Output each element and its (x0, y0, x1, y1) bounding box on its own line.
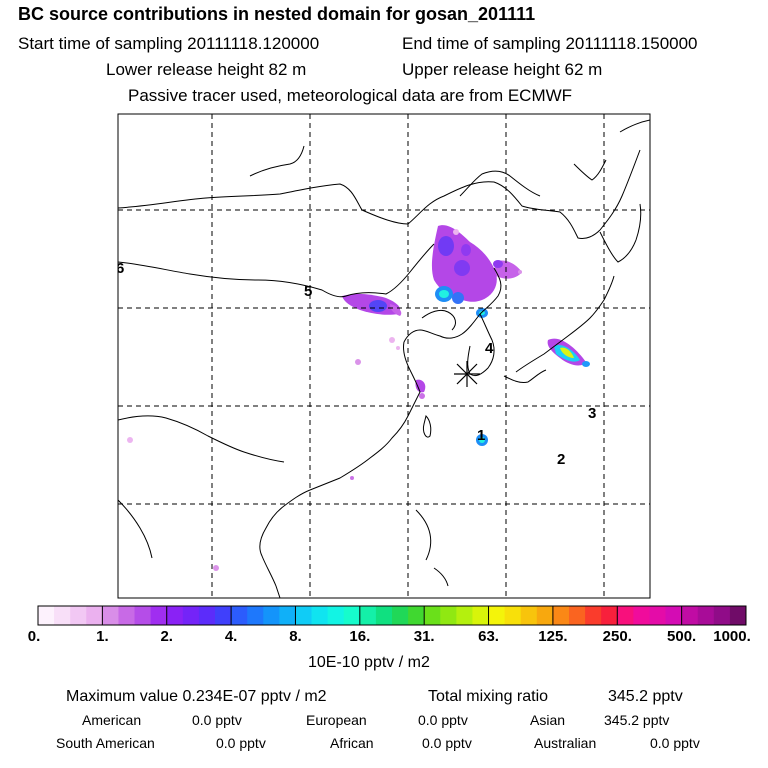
start-time: Start time of sampling 20111118.120000 (18, 34, 320, 53)
receptor-star-icon (454, 361, 480, 387)
colorbar-swatch (472, 606, 490, 625)
colorbar-swatch (263, 606, 280, 625)
african-value: 0.0 pptv (422, 735, 472, 751)
max-value: Maximum value 0.234E-07 pptv / m2 (66, 688, 327, 705)
tracer-note: Passive tracer used, meteorological data… (128, 86, 573, 105)
colorbar-swatch (424, 606, 441, 625)
colorbar-swatch (504, 606, 522, 625)
region-labels: 1 2 3 4 5 6 (116, 260, 596, 468)
colorbar-swatch (102, 606, 119, 625)
region-label-2: 2 (557, 451, 565, 468)
colorbar-swatch (247, 606, 264, 625)
colorbar-tick-label: 2. (160, 628, 173, 645)
colorbar-tick-label: 31. (413, 628, 435, 645)
colorbar-swatch (311, 606, 329, 625)
region-label-1: 1 (477, 427, 485, 444)
colorbar-swatch (134, 606, 152, 625)
colorbar-tick-label: 16. (349, 628, 371, 645)
lower-release-height: Lower release height 82 m (106, 60, 307, 79)
american-value: 0.0 pptv (192, 712, 242, 728)
colorbar-swatch (633, 606, 650, 625)
south-american-label: South American (56, 735, 155, 751)
asian-label: Asian (530, 712, 566, 728)
colorbar-swatch (215, 606, 232, 625)
african-label: African (330, 735, 374, 751)
colorbar-swatch (536, 606, 554, 625)
colorbar-swatch (488, 606, 506, 625)
colorbar-swatch (713, 606, 731, 625)
colorbar-swatch (166, 606, 184, 625)
australian-value: 0.0 pptv (650, 735, 700, 751)
colorbar-swatch (375, 606, 393, 625)
colorbar-swatch (456, 606, 473, 625)
latlon-grid (118, 114, 650, 598)
colorbar-swatch (327, 606, 345, 625)
colorbar-swatch (198, 606, 216, 625)
south-american-value: 0.0 pptv (216, 735, 266, 751)
colorbar-tick-label: 1000. (713, 628, 751, 645)
colorbar-swatch (295, 606, 313, 625)
region-label-3: 3 (588, 405, 596, 422)
map-frame (117, 113, 651, 599)
region-label-6: 6 (116, 260, 124, 277)
map-area: 1 2 3 4 5 6 (116, 114, 650, 598)
colorbar-tick-label: 500. (667, 628, 697, 645)
concentration-plume (127, 225, 590, 571)
total-mixing-value: 345.2 pptv (608, 688, 683, 705)
colorbar-frame (37, 605, 747, 626)
upper-release-height: Upper release height 62 m (402, 60, 603, 79)
total-mixing-label: Total mixing ratio (428, 688, 549, 705)
colorbar-swatch (601, 606, 618, 625)
coastlines (118, 119, 650, 598)
colorbar-swatch (697, 606, 715, 625)
colorbar-tick-label: 1. (96, 628, 109, 645)
colorbar-swatch (38, 606, 55, 625)
colorbar-swatch (54, 606, 71, 625)
european-value: 0.0 pptv (418, 712, 468, 728)
colorbar-swatch (70, 606, 87, 625)
colorbar-units: 10E-10 pptv / m2 (308, 654, 430, 671)
region-label-5: 5 (304, 283, 312, 300)
colorbar-tick-label: 125. (538, 628, 568, 645)
colorbar-tick-label: 63. (478, 628, 499, 645)
colorbar-tick-label: 4. (224, 628, 238, 645)
american-label: American (82, 712, 142, 728)
colorbar-swatch (729, 606, 747, 625)
colorbar-swatch (150, 606, 168, 625)
end-time: End time of sampling 20111118.150000 (402, 34, 698, 53)
colorbar-swatch (569, 606, 586, 625)
colorbar-swatch (392, 606, 409, 625)
colorbar-swatch (520, 606, 538, 625)
colorbar-swatch (231, 606, 248, 625)
european-label: European (306, 712, 367, 728)
colorbar-swatch (681, 606, 699, 625)
colorbar-tick-label: 250. (602, 628, 632, 645)
region-label-4: 4 (485, 340, 494, 357)
colorbar-swatch (617, 606, 634, 625)
colorbar-swatch (86, 606, 103, 625)
colorbar-swatch (649, 606, 667, 625)
asian-value: 345.2 pptv (604, 712, 670, 728)
colorbar-tick-label: 0. (27, 628, 41, 645)
colorbar-swatch (665, 606, 683, 625)
plot-title: BC source contributions in nested domain… (18, 4, 536, 24)
colorbar-tick-label: 8. (289, 628, 302, 645)
australian-label: Australian (534, 735, 597, 751)
colorbar-swatch (182, 606, 200, 625)
colorbar-swatch (279, 606, 296, 625)
colorbar-swatch (359, 606, 377, 625)
colorbar-swatch (343, 606, 361, 625)
colorbar-swatch (118, 606, 136, 625)
colorbar-swatch (440, 606, 457, 625)
colorbar-swatch (408, 606, 425, 625)
colorbar (37, 605, 747, 626)
colorbar-swatch (552, 606, 570, 625)
colorbar-swatch (585, 606, 602, 625)
